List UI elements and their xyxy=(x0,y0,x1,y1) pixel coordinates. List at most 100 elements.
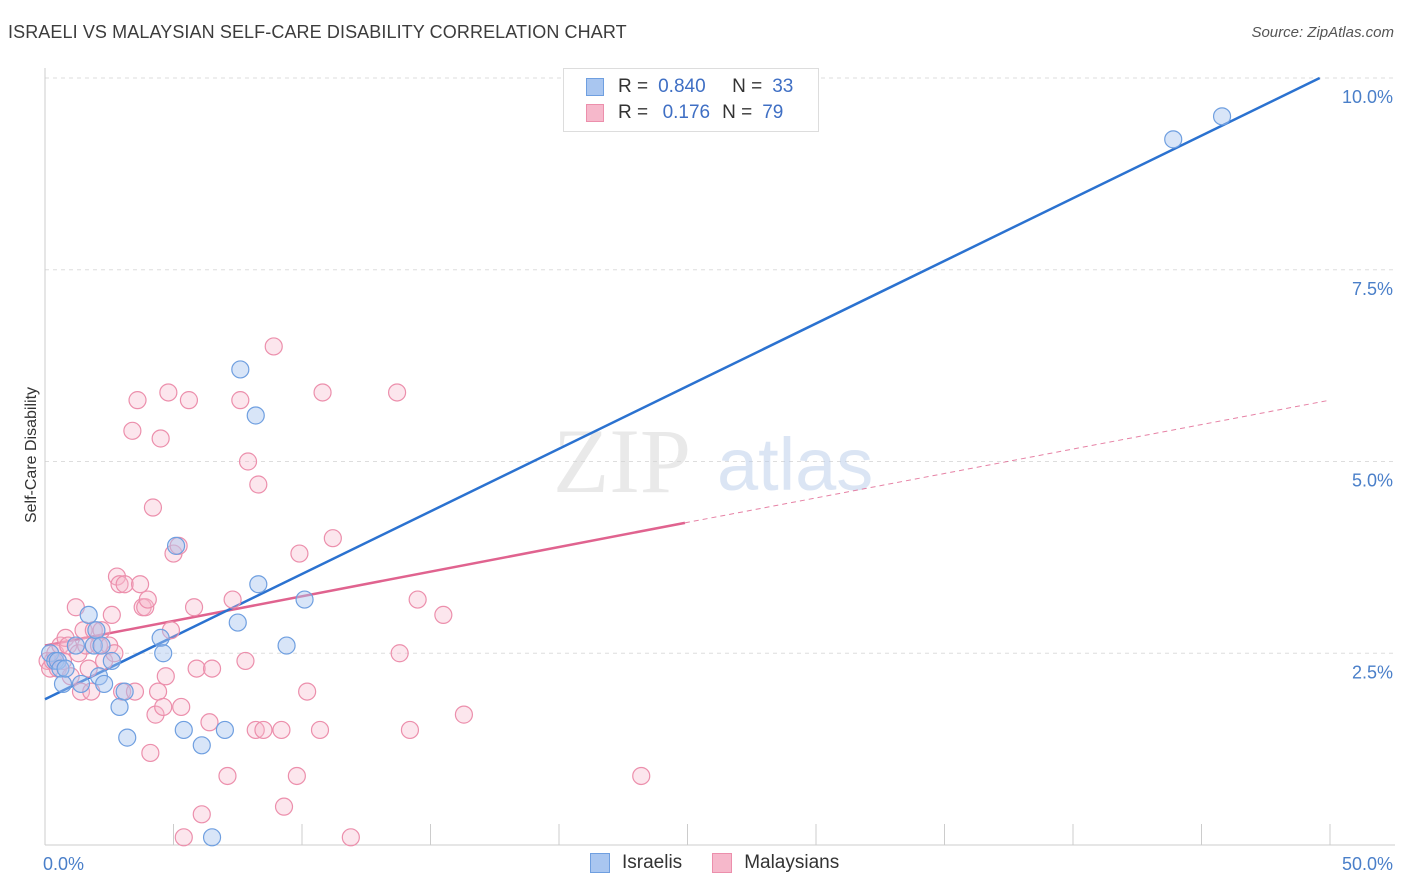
bottom-legend-label: Israelis xyxy=(622,852,683,873)
r-value: 0.840 xyxy=(658,76,706,97)
malaysians-point xyxy=(249,475,268,494)
israelis-point xyxy=(154,644,173,663)
malaysians-point xyxy=(434,605,453,625)
malaysians-point xyxy=(130,575,150,594)
source-label: Source: ZipAtlas.com xyxy=(1251,24,1394,41)
malaysians-point xyxy=(238,452,258,471)
malaysians-point xyxy=(264,337,283,356)
israelis-point xyxy=(228,613,247,632)
israelis-point xyxy=(246,406,265,425)
malaysians-point xyxy=(146,705,165,724)
israelis-point xyxy=(295,590,314,609)
malaysians-point xyxy=(310,720,330,740)
malaysians-point xyxy=(202,659,222,678)
israelis-point xyxy=(151,628,170,648)
trend-lines xyxy=(44,76,1331,701)
malaysians-point xyxy=(323,529,342,548)
malaysians-point xyxy=(387,383,407,402)
malaysians-point xyxy=(187,659,206,678)
israelis-point xyxy=(215,720,234,740)
malaysians-point xyxy=(408,590,427,609)
y-axis-label: Self-Care Disability xyxy=(23,387,40,523)
malaysians-point xyxy=(390,644,409,663)
malaysians-point xyxy=(184,598,204,617)
israelis-point xyxy=(71,674,91,694)
israelis-point xyxy=(56,659,75,678)
malaysians-point xyxy=(298,682,317,701)
malaysians-point xyxy=(172,697,191,717)
malaysians-point xyxy=(341,828,360,847)
israelis-point xyxy=(92,636,111,655)
israelis-point xyxy=(166,536,186,555)
malaysians-point xyxy=(236,651,255,671)
malaysians-point xyxy=(125,682,145,701)
israelis-point xyxy=(51,659,70,678)
israelis-point xyxy=(1212,107,1232,126)
x-tick-label: 0.0% xyxy=(43,854,84,874)
bottom-legend-label: Malaysians xyxy=(744,852,840,873)
israelis-point xyxy=(115,682,134,701)
malaysians-point xyxy=(128,391,147,410)
israelis-point xyxy=(277,636,296,655)
israelis-point xyxy=(231,360,250,379)
israelis-point xyxy=(174,720,193,740)
malaysians-trend-extension xyxy=(684,399,1331,524)
malaysians-point xyxy=(200,713,219,732)
malaysians-point xyxy=(77,636,96,655)
israelis-point xyxy=(53,674,73,694)
bottom-legend: Israelis Malaysians xyxy=(590,852,869,874)
malaysians-point xyxy=(246,720,265,740)
malaysians-point xyxy=(154,697,173,717)
malaysians-point xyxy=(632,766,651,786)
malaysians-point xyxy=(223,590,242,609)
malaysians-swatch xyxy=(712,853,733,873)
malaysians-point xyxy=(156,667,175,686)
x-tick-label: 50.0% xyxy=(1342,854,1393,874)
malaysians-point xyxy=(272,720,291,740)
israelis-swatch xyxy=(590,853,610,873)
malaysians-point xyxy=(287,766,306,786)
watermark: ZIP atlas xyxy=(553,410,873,512)
malaysians-point xyxy=(231,391,250,410)
malaysians-swatch xyxy=(586,104,604,122)
malaysians-point xyxy=(138,590,157,609)
israelis-point xyxy=(118,728,137,747)
malaysians-point xyxy=(79,659,98,678)
israelis-point xyxy=(95,674,114,694)
data-points xyxy=(38,107,1232,847)
r-label: R = xyxy=(618,102,649,123)
bottom-legend-malaysians: Malaysians xyxy=(712,852,839,874)
legend: R = 0.840 N = 33 R = 0.176 N = 79 xyxy=(563,68,819,132)
malaysians-point xyxy=(159,383,178,402)
israelis-point xyxy=(192,736,211,755)
malaysians-trend-line xyxy=(44,521,686,647)
malaysians-point xyxy=(254,720,273,740)
malaysians-point xyxy=(274,797,294,816)
n-label: N = xyxy=(722,102,753,123)
watermark-atlas: atlas xyxy=(717,423,873,506)
axes xyxy=(44,68,1395,846)
malaysians-point xyxy=(179,391,199,410)
y-tick-label: 7.5% xyxy=(1352,279,1393,299)
israelis-point xyxy=(84,636,103,655)
israelis-swatch xyxy=(586,78,604,96)
n-value: 79 xyxy=(762,102,784,123)
malaysians-point xyxy=(313,383,332,402)
malaysians-point xyxy=(192,805,211,824)
israelis-point xyxy=(79,605,98,625)
malaysians-point xyxy=(110,575,129,594)
israelis-point xyxy=(102,651,121,671)
malaysians-point xyxy=(218,766,237,786)
tick-labels: 2.5% 5.0% 7.5% 10.0% 0.0% 50.0% xyxy=(43,87,1393,874)
malaysians-point xyxy=(71,682,91,701)
malaysians-point xyxy=(123,421,142,440)
israelis-point xyxy=(1164,130,1183,149)
malaysians-point xyxy=(454,705,474,724)
israelis-point xyxy=(66,636,85,655)
y-tick-label: 2.5% xyxy=(1352,662,1393,682)
malaysians-point xyxy=(148,682,168,701)
watermark-zip: ZIP xyxy=(553,410,691,512)
malaysians-point xyxy=(92,621,111,640)
malaysians-point xyxy=(290,544,309,563)
